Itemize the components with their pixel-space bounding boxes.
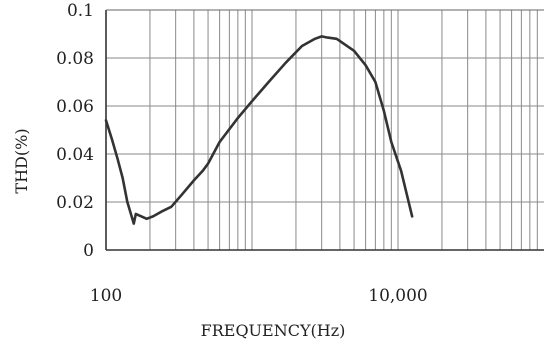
series-layer — [104, 35, 414, 225]
y-axis-title: THD(%) — [12, 128, 31, 193]
x-tick-label: 100 — [90, 286, 122, 306]
x-tick-labels: 100 10,000 — [90, 286, 428, 306]
x-tick-label: 10,000 — [368, 286, 427, 306]
y-tick-label: 0.02 — [56, 193, 94, 213]
y-tick-labels: 0 0.02 0.04 0.06 0.08 0.1 — [56, 1, 94, 261]
y-tick-label: 0.04 — [56, 145, 94, 165]
horizontal-gridlines — [106, 9, 544, 251]
vertical-gridlines — [149, 10, 538, 250]
x-axis-title: FREQUENCY(Hz) — [201, 321, 346, 340]
y-tick-label: 0 — [83, 241, 94, 261]
y-tick-label: 0.1 — [67, 1, 94, 21]
plot-frame — [105, 9, 544, 251]
y-tick-label: 0.08 — [56, 49, 94, 69]
y-tick-label: 0.06 — [56, 97, 94, 117]
thd-series-line — [104, 35, 414, 225]
